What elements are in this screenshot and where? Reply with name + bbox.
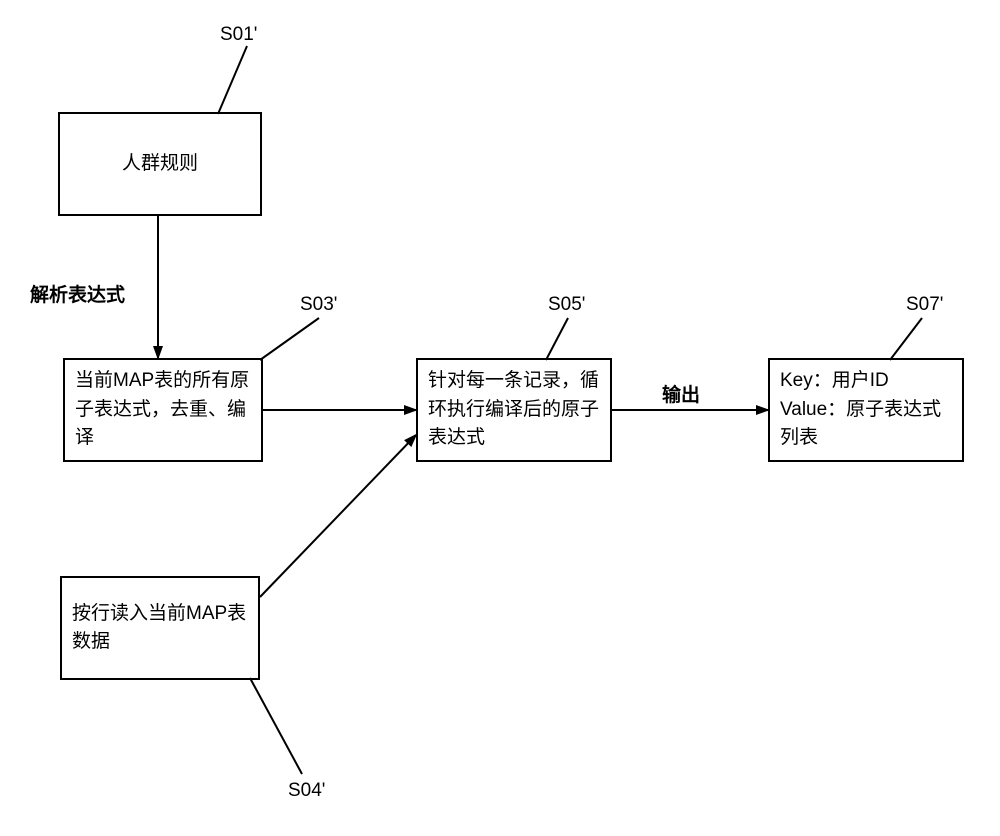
node-s04-text: 按行读入当前MAP表数据 <box>72 600 248 657</box>
node-s03-text: 当前MAP表的所有原子表达式，去重、编译 <box>75 367 251 453</box>
label-s03-text: S03' <box>300 294 337 315</box>
node-s04: 按行读入当前MAP表数据 <box>60 576 260 680</box>
label-s04: S04' <box>288 780 325 802</box>
edge-label-output: 输出 <box>662 380 700 407</box>
label-s07-text: S07' <box>906 294 943 315</box>
label-s07: S07' <box>906 294 943 316</box>
node-s07-line1: Key：用户ID <box>780 367 889 396</box>
label-s04-text: S04' <box>288 780 325 801</box>
node-s05: 针对每一条记录，循环执行编译后的原子表达式 <box>416 358 612 462</box>
node-s03: 当前MAP表的所有原子表达式，去重、编译 <box>63 358 263 462</box>
node-s07-line2: Value：原子表达式列表 <box>780 396 952 453</box>
edge-label-parse: 解析表达式 <box>30 280 125 307</box>
node-s01-text: 人群规则 <box>122 150 198 179</box>
flowchart-container: 人群规则 当前MAP表的所有原子表达式，去重、编译 按行读入当前MAP表数据 针… <box>0 0 1000 836</box>
label-s01-text: S01' <box>220 24 257 45</box>
node-s01: 人群规则 <box>58 112 262 216</box>
label-s03: S03' <box>300 294 337 316</box>
label-s01: S01' <box>220 24 257 46</box>
edge-label-parse-text: 解析表达式 <box>30 285 125 306</box>
label-s05-text: S05' <box>548 294 585 315</box>
node-s05-text: 针对每一条记录，循环执行编译后的原子表达式 <box>428 367 600 453</box>
node-s07: Key：用户ID Value：原子表达式列表 <box>768 358 964 462</box>
label-s05: S05' <box>548 294 585 316</box>
edge-label-output-text: 输出 <box>662 385 700 406</box>
